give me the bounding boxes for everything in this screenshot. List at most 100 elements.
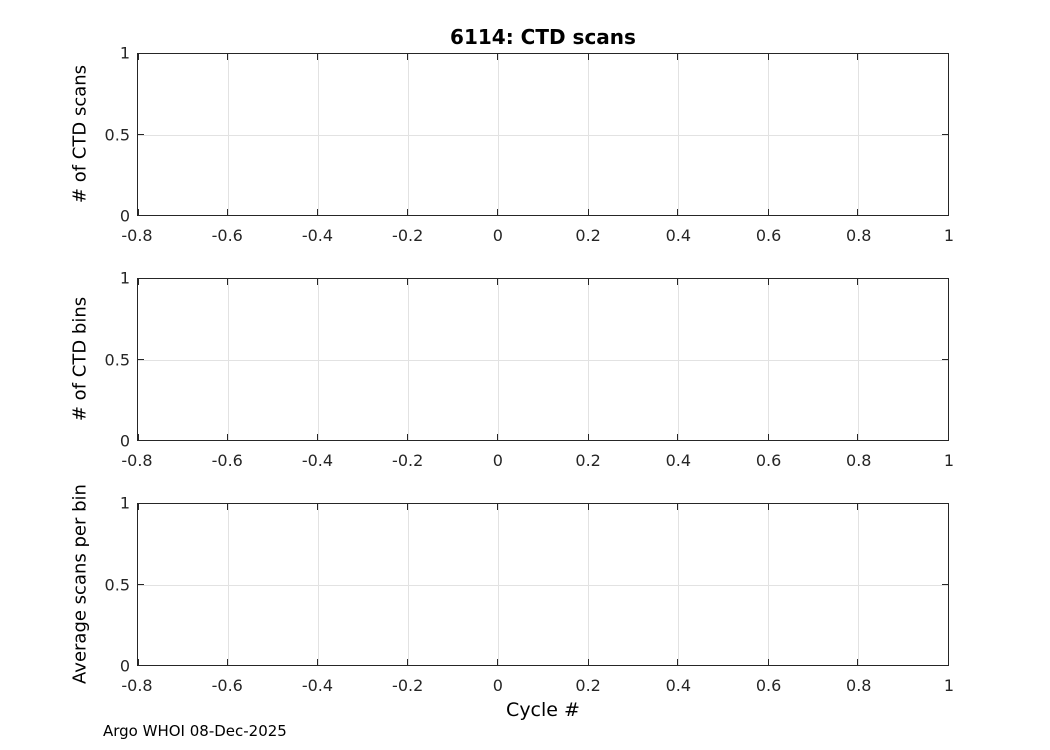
x-tick-label: -0.8 <box>121 451 153 470</box>
tick-mark <box>227 434 229 440</box>
tick-mark <box>407 659 409 665</box>
tick-mark <box>317 434 319 440</box>
tick-mark <box>407 504 409 510</box>
tick-mark <box>857 659 859 665</box>
tick-mark <box>227 504 229 510</box>
tick-mark <box>942 359 948 360</box>
tick-mark <box>138 359 144 360</box>
tick-mark <box>857 504 859 510</box>
x-tick-label: -0.2 <box>392 226 424 245</box>
tick-mark <box>677 659 679 665</box>
x-tick-label: -0.4 <box>301 226 334 245</box>
gridline <box>138 134 948 136</box>
tick-mark <box>587 434 589 440</box>
subplot-average-scans-per-bin: Average scans per bin 0 0.5 1 -0.8 -0.6 -0.4… <box>0 484 1050 699</box>
y-tick-label: 1 <box>119 268 130 288</box>
y-tick-label: 0 <box>119 656 130 676</box>
tick-mark <box>767 279 769 285</box>
tick-mark <box>587 54 589 60</box>
tick-mark <box>947 434 949 440</box>
tick-mark <box>317 659 319 665</box>
x-tick-labels: -0.8 -0.6 -0.4 -0.2 0 0.2 0.4 0.6 0.8 1 <box>121 226 954 248</box>
gridline <box>138 359 948 361</box>
tick-mark <box>857 279 859 285</box>
plot-area <box>137 53 949 216</box>
tick-mark <box>947 209 949 215</box>
x-tick-label: -0.4 <box>301 451 334 470</box>
tick-mark <box>407 279 409 285</box>
x-tick-label: 0.4 <box>665 451 692 470</box>
tick-mark <box>587 209 589 215</box>
tick-mark <box>857 434 859 440</box>
tick-mark <box>317 504 319 510</box>
x-tick-label: 1 <box>943 676 955 695</box>
tick-mark <box>137 659 139 665</box>
tick-mark <box>227 659 229 665</box>
x-tick-label: 0.4 <box>665 676 692 695</box>
tick-mark <box>317 279 319 285</box>
x-tick-label: -0.6 <box>211 676 243 695</box>
y-tick-label: 0 <box>119 206 130 226</box>
figure-title: 6114: CTD scans <box>450 25 636 49</box>
tick-mark <box>942 134 948 135</box>
x-tick-label: 0.2 <box>575 676 601 695</box>
x-tick-label: 0.6 <box>755 676 782 695</box>
x-tick-label: 0.8 <box>846 676 872 695</box>
x-tick-label: -0.2 <box>392 451 424 470</box>
tick-mark <box>947 504 949 510</box>
y-tick-label: 1 <box>119 493 130 513</box>
tick-mark <box>767 434 769 440</box>
tick-mark <box>942 584 948 585</box>
tick-mark <box>767 504 769 510</box>
tick-mark <box>137 209 139 215</box>
tick-mark <box>677 504 679 510</box>
tick-mark <box>587 279 589 285</box>
tick-mark <box>137 54 139 60</box>
tick-mark <box>497 209 499 215</box>
y-tick-label: 0.5 <box>104 575 130 594</box>
tick-mark <box>497 279 499 285</box>
x-tick-label: 0 <box>492 676 503 695</box>
x-tick-label: 0.8 <box>846 451 872 470</box>
x-tick-label: 0.6 <box>755 226 782 245</box>
x-tick-label: 0.8 <box>846 226 872 245</box>
tick-mark <box>857 209 859 215</box>
tick-mark <box>857 54 859 60</box>
tick-mark <box>138 584 144 585</box>
y-tick-labels: 0 0.5 1 <box>0 269 130 451</box>
x-tick-label: -0.6 <box>211 451 243 470</box>
tick-mark <box>587 659 589 665</box>
subplot-ctd-bins: # of CTD bins 0 0.5 1 -0.8 -0.6 -0.4 -0.2 0 0.2… <box>0 269 1050 474</box>
x-tick-label: -0.6 <box>211 226 243 245</box>
tick-mark <box>497 54 499 60</box>
tick-mark <box>407 54 409 60</box>
x-tick-label: -0.8 <box>121 226 153 245</box>
tick-mark <box>317 209 319 215</box>
tick-mark <box>137 504 139 510</box>
x-tick-label: 0 <box>492 226 503 245</box>
y-tick-label: 0.5 <box>104 350 130 369</box>
tick-mark <box>947 279 949 285</box>
tick-mark <box>138 134 144 135</box>
tick-mark <box>227 209 229 215</box>
tick-mark <box>497 659 499 665</box>
x-tick-label: 0.2 <box>575 226 601 245</box>
y-tick-label: 0 <box>119 431 130 451</box>
tick-mark <box>227 279 229 285</box>
y-tick-labels: 0 0.5 1 <box>0 494 130 676</box>
x-tick-label: -0.4 <box>301 676 334 695</box>
x-tick-label: 0 <box>492 451 503 470</box>
tick-mark <box>677 434 679 440</box>
tick-mark <box>317 54 319 60</box>
plot-area <box>137 278 949 441</box>
x-tick-label: 0.2 <box>575 451 601 470</box>
tick-mark <box>587 504 589 510</box>
x-tick-label: -0.2 <box>392 676 424 695</box>
tick-mark <box>137 279 139 285</box>
tick-mark <box>497 504 499 510</box>
x-tick-label: 1 <box>943 226 955 245</box>
tick-mark <box>677 279 679 285</box>
x-axis-label: Cycle # <box>506 699 580 721</box>
tick-mark <box>767 659 769 665</box>
